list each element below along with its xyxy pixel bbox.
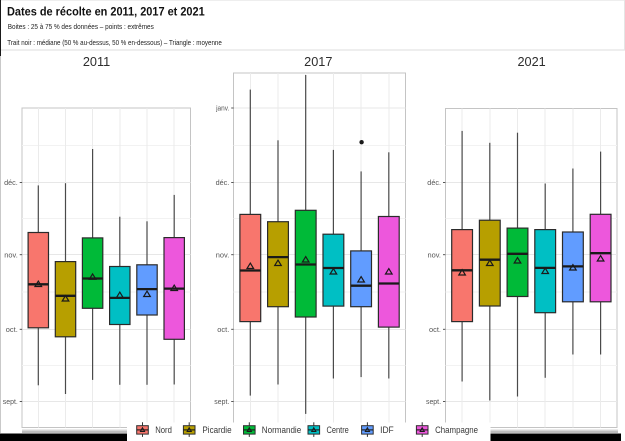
svg-text:déc.: déc. [216, 178, 230, 187]
svg-text:oct.: oct. [429, 325, 441, 334]
svg-text:Centre: Centre [327, 425, 349, 435]
svg-text:déc.: déc. [4, 178, 18, 187]
svg-text:sept.: sept. [3, 397, 18, 406]
svg-text:déc.: déc. [427, 178, 441, 187]
svg-text:Champagne: Champagne [435, 425, 478, 435]
svg-text:2011: 2011 [83, 55, 110, 69]
svg-text:Trait noir : médiane (50 % au-: Trait noir : médiane (50 % au-dessus, 50… [7, 38, 222, 47]
svg-text:janv.: janv. [215, 104, 229, 113]
svg-text:2017: 2017 [304, 55, 332, 69]
svg-text:Dates de récolte en 2011, 2017: Dates de récolte en 2011, 2017 et 2021 [7, 4, 205, 18]
svg-text:nov.: nov. [428, 250, 442, 259]
svg-text:Boites : 25 à 75 % des données: Boites : 25 à 75 % des données – points … [8, 22, 154, 31]
svg-text:IDF: IDF [380, 425, 394, 435]
svg-text:Nord: Nord [155, 425, 172, 435]
svg-text:Picardie: Picardie [202, 425, 231, 435]
svg-text:oct.: oct. [6, 325, 18, 334]
svg-text:nov.: nov. [4, 250, 18, 259]
svg-text:2021: 2021 [517, 55, 545, 69]
svg-text:sept.: sept. [214, 397, 229, 406]
svg-text:nov.: nov. [216, 250, 230, 259]
svg-text:oct.: oct. [217, 325, 229, 334]
svg-text:sept.: sept. [426, 397, 441, 406]
svg-text:Normandie: Normandie [262, 425, 301, 435]
